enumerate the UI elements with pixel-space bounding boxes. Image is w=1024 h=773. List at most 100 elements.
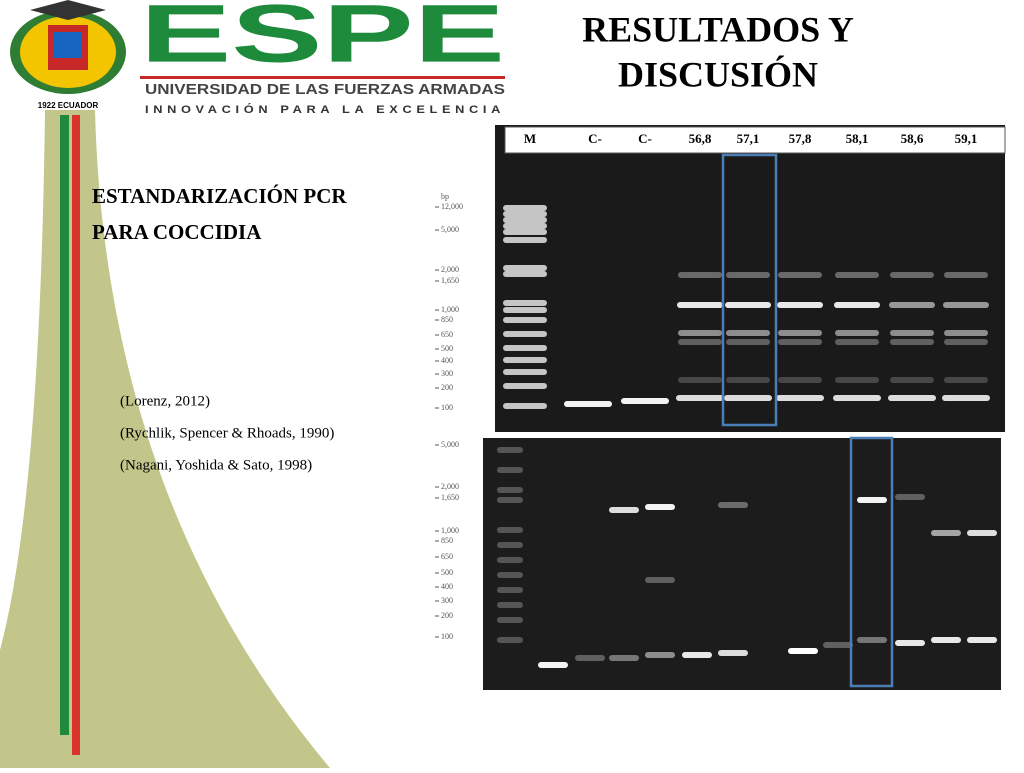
gel-band: [944, 330, 988, 336]
university: UNIVERSIDAD DE LAS FUERZAS ARMADAS: [145, 81, 505, 98]
gel-band: [890, 330, 934, 336]
gel-band: [942, 395, 990, 401]
gel-band: [895, 494, 925, 500]
gel-band: [503, 317, 547, 323]
gel-band: [718, 650, 748, 656]
gel-band: [503, 300, 547, 306]
gel-band: [503, 331, 547, 337]
marker-label: 850: [441, 536, 453, 545]
gel-band: [503, 265, 547, 271]
gel-band: [538, 662, 568, 668]
gel-band: [788, 648, 818, 654]
gel-band: [503, 229, 547, 235]
gel-band: [609, 507, 639, 513]
gel-band: [503, 403, 547, 409]
gel-band: [678, 377, 722, 383]
gel-band: [503, 223, 547, 229]
gel-band: [888, 395, 936, 401]
gel-band: [564, 401, 612, 407]
gel-band: [718, 502, 748, 508]
highlight-box: [721, 153, 778, 427]
brand: ESPE: [140, 0, 505, 80]
gel-band: [726, 339, 770, 345]
gel-band: [503, 383, 547, 389]
lane-label: C-: [588, 131, 602, 146]
gel-band: [857, 497, 887, 503]
gel-band: [778, 330, 822, 336]
gel-band: [778, 377, 822, 383]
marker-label: 400: [441, 582, 453, 591]
gel-band: [724, 395, 772, 401]
gel-band: [645, 577, 675, 583]
gel-band: [778, 272, 822, 278]
gel-band: [944, 272, 988, 278]
gel-band: [931, 637, 961, 643]
gel-band: [726, 272, 770, 278]
subtitle: PARA COCCIDIA: [92, 220, 262, 244]
gel-band: [677, 302, 723, 308]
lane-label: 58,1: [846, 131, 869, 146]
gel-band: [678, 330, 722, 336]
gel-band: [944, 339, 988, 345]
gel-band: [835, 330, 879, 336]
logo-emblem: [10, 0, 126, 94]
gel-band: [726, 330, 770, 336]
gel-band: [503, 217, 547, 223]
gel-band: [725, 302, 771, 308]
gel-band: [503, 205, 547, 211]
gel-band: [503, 271, 547, 277]
gel-band: [777, 302, 823, 308]
gel-band: [503, 237, 547, 243]
gel-band: [835, 377, 879, 383]
lane-label: 56,8: [689, 131, 712, 146]
marker-label: 300: [441, 369, 453, 378]
gel-band: [967, 530, 997, 536]
gel-band: [890, 377, 934, 383]
subtitle: ESTANDARIZACIÓN PCR: [92, 184, 347, 208]
gel-band: [497, 557, 523, 563]
reference: (Nagani, Yoshida & Sato, 1998): [120, 457, 312, 473]
marker-label: 100: [441, 403, 453, 412]
gel-band: [889, 302, 935, 308]
gel-band: [895, 640, 925, 646]
marker-label: 2,000: [441, 265, 459, 274]
marker-label: 2,000: [441, 482, 459, 491]
gel-band: [857, 637, 887, 643]
logo-caption: 1922 ECUADOR: [38, 101, 99, 110]
gel-band: [967, 637, 997, 643]
stripe-green: [60, 115, 69, 735]
marker-label: 1,650: [441, 493, 459, 502]
gel-band: [497, 447, 523, 453]
lane-label: 57,8: [789, 131, 812, 146]
gel-band: [497, 572, 523, 578]
gel-band: [890, 339, 934, 345]
gel-band: [497, 542, 523, 548]
gel-band: [497, 602, 523, 608]
gel-band: [678, 339, 722, 345]
marker-label: 5,000: [441, 440, 459, 449]
highlight-box: [849, 436, 894, 688]
marker-label: 500: [441, 568, 453, 577]
gel-band: [944, 377, 988, 383]
marker-label: 200: [441, 611, 453, 620]
gel-band: [778, 339, 822, 345]
gel-band: [943, 302, 989, 308]
title: DISCUSIÓN: [618, 54, 818, 94]
gel-band: [823, 642, 853, 648]
gel-band: [621, 398, 669, 404]
marker-label: 300: [441, 596, 453, 605]
lane-label: 57,1: [737, 131, 760, 146]
marker-label: 500: [441, 344, 453, 353]
lane-label: 58,6: [901, 131, 924, 146]
lane-label: 59,1: [955, 131, 978, 146]
gel-band: [503, 357, 547, 363]
marker-label: 1,650: [441, 276, 459, 285]
gel-band: [682, 652, 712, 658]
gel-band: [497, 487, 523, 493]
gel-band: [834, 302, 880, 308]
lane-label: C-: [638, 131, 652, 146]
gel-band: [503, 345, 547, 351]
marker-label: 650: [441, 330, 453, 339]
marker-label: 5,000: [441, 225, 459, 234]
